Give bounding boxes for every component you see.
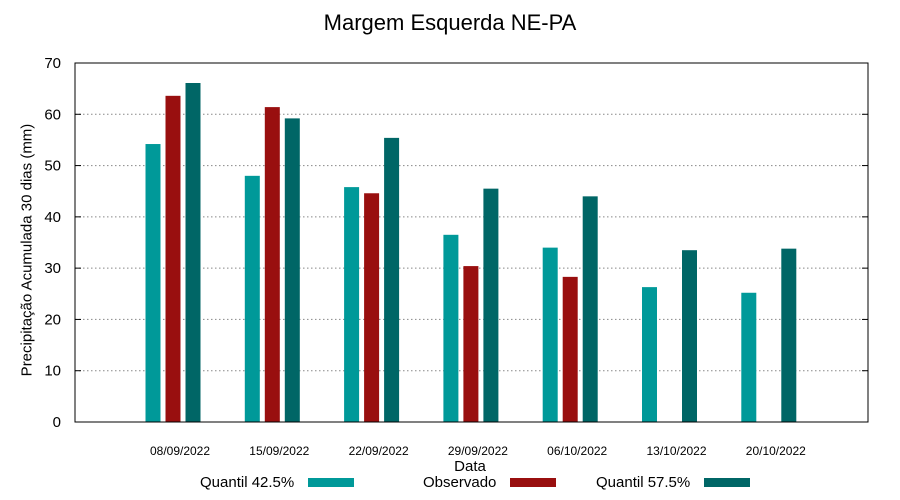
y-tick-label: 70 bbox=[44, 55, 61, 72]
bar-1-0 bbox=[165, 95, 181, 422]
bar-0-4 bbox=[542, 247, 558, 422]
bar-0-3 bbox=[443, 234, 459, 422]
x-tick-label: 06/10/2022 bbox=[547, 444, 607, 458]
bar-2-6 bbox=[781, 248, 797, 422]
y-axis-label: Precipitação Acumulada 30 dias (mm) bbox=[18, 123, 36, 377]
x-tick-label: 08/09/2022 bbox=[150, 444, 210, 458]
bar-0-5 bbox=[642, 287, 657, 422]
x-tick-label: 29/09/2022 bbox=[448, 444, 508, 458]
y-tick-label: 10 bbox=[44, 363, 61, 380]
y-tick-label: 30 bbox=[44, 260, 61, 277]
legend-item-observado: Observado bbox=[423, 474, 557, 491]
y-tick-label: 40 bbox=[44, 209, 61, 226]
x-tick-label: 20/10/2022 bbox=[746, 444, 806, 458]
bar-1-3 bbox=[463, 266, 479, 422]
legend-item-quantil-42: Quantil 42.5% bbox=[200, 474, 355, 491]
legend-swatch-quantil-57 bbox=[704, 478, 751, 487]
plot-frame bbox=[74, 62, 869, 423]
y-tick-label: 20 bbox=[44, 311, 61, 328]
x-tick-label: 15/09/2022 bbox=[249, 444, 309, 458]
bar-0-0 bbox=[145, 144, 161, 422]
legend-swatch-quantil-42 bbox=[308, 478, 355, 487]
bar-0-6 bbox=[741, 292, 757, 422]
bar-0-2 bbox=[344, 187, 360, 422]
chart-title: Margem Esquerda NE-PA bbox=[323, 10, 577, 35]
bar-2-1 bbox=[284, 118, 300, 422]
x-axis-label: Data bbox=[454, 458, 486, 475]
legend-item-quantil-57: Quantil 57.5% bbox=[596, 474, 751, 491]
legend: Quantil 42.5% Observado Quantil 57.5% bbox=[0, 474, 900, 496]
bar-2-2 bbox=[384, 137, 400, 422]
x-tick-label: 22/09/2022 bbox=[349, 444, 409, 458]
x-tick-label: 13/10/2022 bbox=[646, 444, 706, 458]
bar-1-2 bbox=[364, 193, 380, 422]
y-tick-label: 60 bbox=[44, 106, 61, 123]
bar-2-5 bbox=[682, 250, 697, 422]
bar-2-0 bbox=[185, 83, 201, 422]
legend-swatch-observado bbox=[510, 478, 557, 487]
bar-2-4 bbox=[582, 196, 598, 422]
legend-label-quantil-42: Quantil 42.5% bbox=[200, 474, 295, 491]
bar-1-4 bbox=[562, 276, 578, 422]
bar-2-3 bbox=[483, 188, 499, 422]
y-tick-label: 0 bbox=[53, 414, 61, 431]
bar-0-1 bbox=[244, 175, 260, 422]
bar-1-1 bbox=[264, 107, 280, 422]
y-tick-label: 50 bbox=[44, 158, 61, 175]
legend-label-quantil-57: Quantil 57.5% bbox=[596, 474, 691, 491]
legend-label-observado: Observado bbox=[423, 474, 497, 491]
